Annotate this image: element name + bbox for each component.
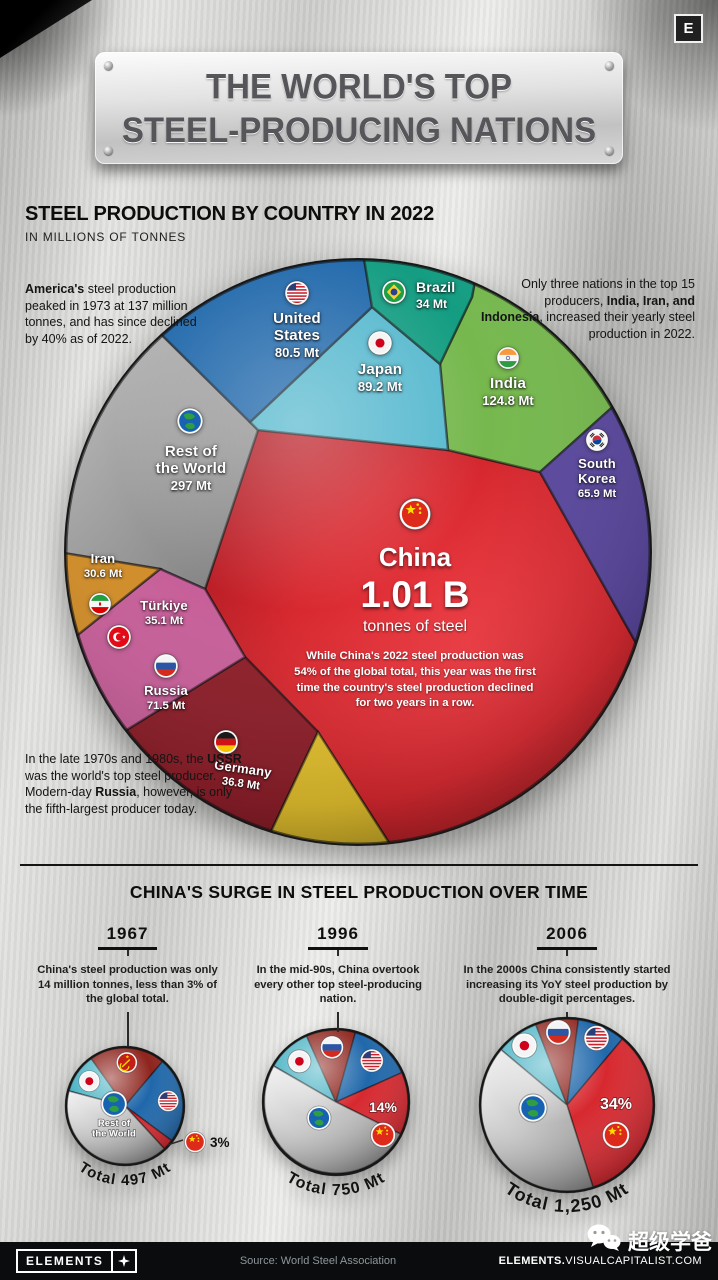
flag-globe-icon — [518, 1093, 548, 1123]
connector-line — [337, 1011, 339, 1032]
note-top15-post: , increased their yearly steel productio… — [539, 310, 695, 341]
pie-row-label: Rest of — [98, 1118, 131, 1129]
site-link-bold: ELEMENTS. — [498, 1255, 566, 1267]
flag-us-icon — [583, 1025, 610, 1052]
note-ussr-p1: In the late 1970s and 1980s, the — [25, 752, 208, 766]
elements-corner-logo-e[interactable]: E — [674, 14, 703, 43]
milestone-text: In the 2000s China consistently started … — [463, 964, 671, 1006]
section2-heading-rest: SURGE IN STEEL PRODUCTION OVER TIME — [203, 882, 589, 902]
main-title-line2: STEEL-PRODUCING NATIONS — [121, 110, 597, 150]
flag-china-icon — [602, 1121, 630, 1149]
milestone-text: In the mid-90s, China overtook every oth… — [254, 964, 422, 1006]
milestone-text: China's steel production was only 14 mil… — [37, 964, 218, 1006]
screw-icon — [104, 146, 113, 155]
screw-icon — [605, 61, 614, 70]
connector-line — [126, 1011, 129, 1046]
note-top15-bold: India, Iran, and Indonesia — [481, 293, 695, 325]
note-ussr-b1: USSR — [207, 752, 242, 766]
screw-icon — [605, 146, 614, 155]
note-top15-pre: Only three nations in the top 15 produce… — [521, 277, 695, 308]
watermark: 超级学爸 — [587, 1224, 712, 1258]
connector-line — [566, 1011, 568, 1017]
pie-row-label: the World — [92, 1129, 136, 1140]
flag-globe-icon — [306, 1105, 332, 1131]
note-ussr: In the late 1970s and 1980s, the USSR wa… — [25, 751, 250, 817]
source-credit: Source: World Steel Association — [239, 1255, 397, 1267]
milestone-year: 2006 — [537, 924, 597, 950]
elements-logo[interactable]: ELEMENTS — [16, 1249, 138, 1273]
pie-china-share: 14% — [369, 1099, 398, 1115]
milestone-1967: 1967 China's steel production was only 1… — [30, 924, 225, 1046]
flag-japan-icon — [287, 1049, 312, 1074]
watermark-text: 超级学爸 — [628, 1231, 712, 1254]
site-link-rest: VISUALCAPITALIST.COM — [565, 1255, 702, 1267]
note-ussr-p3: , however, is only the fifth-largest pro… — [25, 785, 233, 816]
section-divider — [20, 864, 698, 866]
pie-china-callout: 3% — [210, 1135, 230, 1150]
note-america-bold: America's — [25, 282, 85, 296]
wechat-icon — [587, 1224, 621, 1258]
note-ussr-p2: was the world's top steel producer. Mode… — [25, 768, 217, 800]
main-title-line1: THE WORLD'S TOP — [205, 66, 513, 106]
note-ussr-b2: Russia — [95, 785, 137, 799]
main-title: THE WORLD'S TOP STEEL-PRODUCING NATIONS — [122, 64, 596, 151]
title-plate: THE WORLD'S TOP STEEL-PRODUCING NATIONS — [95, 52, 623, 164]
flag-ussr-icon — [115, 1051, 138, 1074]
elements-brand: ELEMENTS — [26, 1254, 104, 1268]
footer-bar: ELEMENTS Source: World Steel Association… — [0, 1242, 718, 1280]
screw-icon — [104, 61, 113, 70]
flag-russia-icon — [545, 1019, 572, 1046]
year-tick — [337, 950, 339, 956]
milestone-year: 1967 — [97, 924, 158, 950]
flag-russia-icon — [320, 1035, 344, 1060]
milestone-2006: 2006 In the 2000s China consistently sta… — [462, 924, 672, 1017]
flag-us-icon — [359, 1048, 384, 1073]
pie-2006: 34% Total 1,250 Mt — [478, 1016, 656, 1216]
pie-china-share: 34% — [600, 1096, 632, 1113]
flag-china-icon — [370, 1122, 396, 1148]
section2-heading-bold: CHINA'S — [129, 882, 204, 902]
section2-heading: CHINA'S SURGE IN STEEL PRODUCTION OVER T… — [0, 882, 718, 903]
elements-mark-icon — [111, 1251, 135, 1271]
flag-globe-icon — [100, 1090, 128, 1118]
milestone-year: 1996 — [308, 924, 368, 950]
steel-2022-voronoi-chart — [64, 258, 652, 846]
note-top15: Only three nations in the top 15 produce… — [479, 276, 695, 342]
flag-china-icon — [184, 1131, 206, 1153]
flag-japan-icon — [511, 1032, 538, 1059]
section1-heading: STEEL PRODUCTION BY COUNTRY IN 2022 — [25, 203, 435, 225]
site-link[interactable]: ELEMENTS.VISUALCAPITALIST.COM — [499, 1255, 702, 1267]
milestone-1996: 1996 In the mid-90s, China overtook ever… — [243, 924, 433, 1032]
year-tick — [126, 950, 129, 956]
flag-us-icon — [157, 1090, 180, 1112]
pie-1996: 14% Total 750 Mt — [261, 1027, 411, 1199]
photo-corner-dark — [0, 0, 92, 58]
year-tick — [566, 950, 568, 956]
note-america-rest: steel production peaked in 1973 at 137 m… — [25, 282, 197, 346]
flag-japan-icon — [78, 1070, 101, 1093]
note-america: America's steel production peaked in 197… — [25, 281, 213, 347]
section1-subheading: IN MILLIONS OF TONNES — [25, 230, 187, 244]
